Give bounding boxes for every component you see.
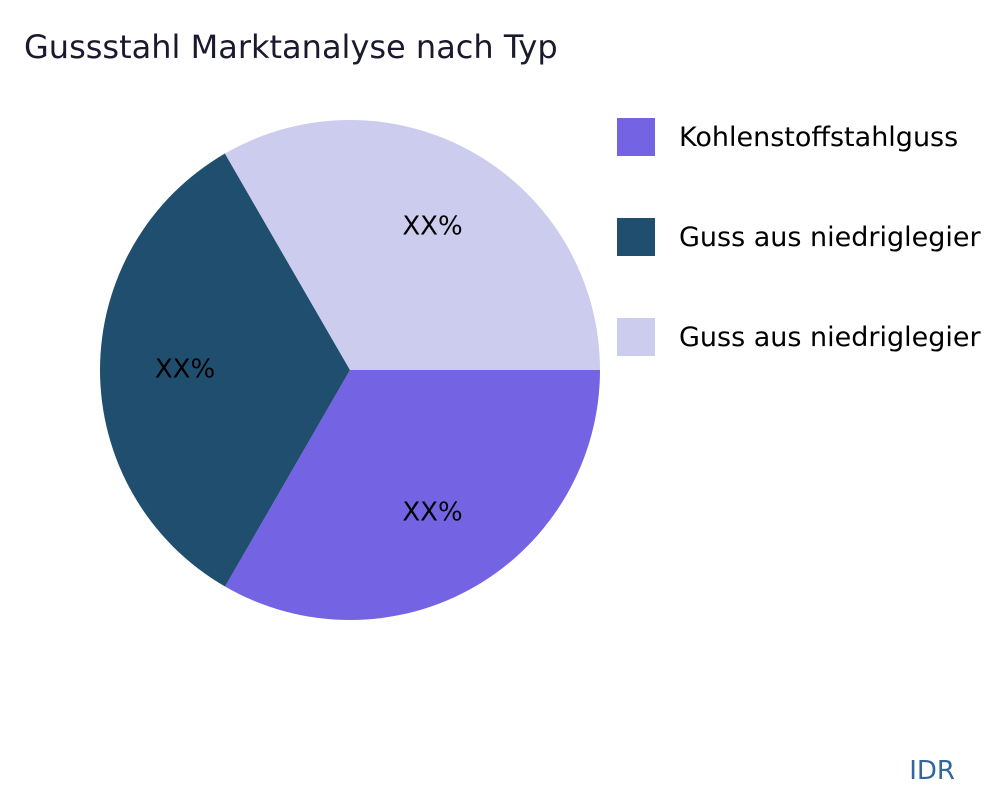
pie-slice-0: [225, 370, 601, 620]
legend-item: Guss aus niedriglegier: [617, 218, 1000, 256]
legend-label: Guss aus niedriglegier: [679, 221, 981, 253]
pie-slice-1: [100, 153, 351, 587]
pie-slice-percent-label-1: XX%: [155, 355, 215, 385]
legend-item: Guss aus niedriglegier: [617, 318, 1000, 356]
legend-swatch-icon: [617, 118, 655, 156]
pie-slice-2: [224, 120, 600, 370]
legend-swatch-icon: [617, 218, 655, 256]
legend: Kohlenstoffstahlguss Guss aus niedrigleg…: [617, 118, 1000, 418]
legend-label: Kohlenstoffstahlguss: [679, 121, 959, 153]
watermark-idr: IDR: [909, 756, 955, 786]
pie-slice-percent-label-0: XX%: [402, 497, 462, 527]
pie-slice-percent-label-2: XX%: [402, 212, 462, 242]
legend-swatch-icon: [617, 318, 655, 356]
chart-title: Gussstahl Marktanalyse nach Typ: [24, 28, 558, 66]
legend-label: Guss aus niedriglegier: [679, 321, 981, 353]
legend-item: Kohlenstoffstahlguss: [617, 118, 1000, 156]
